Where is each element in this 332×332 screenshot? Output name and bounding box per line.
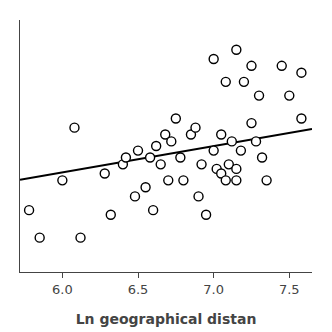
svg-text:7.0: 7.0 — [203, 282, 224, 297]
svg-text:7.5: 7.5 — [279, 282, 300, 297]
svg-text:Ln geographical distan: Ln geographical distan — [76, 311, 257, 327]
svg-text:6.5: 6.5 — [128, 282, 149, 297]
svg-text:6.0: 6.0 — [52, 282, 73, 297]
